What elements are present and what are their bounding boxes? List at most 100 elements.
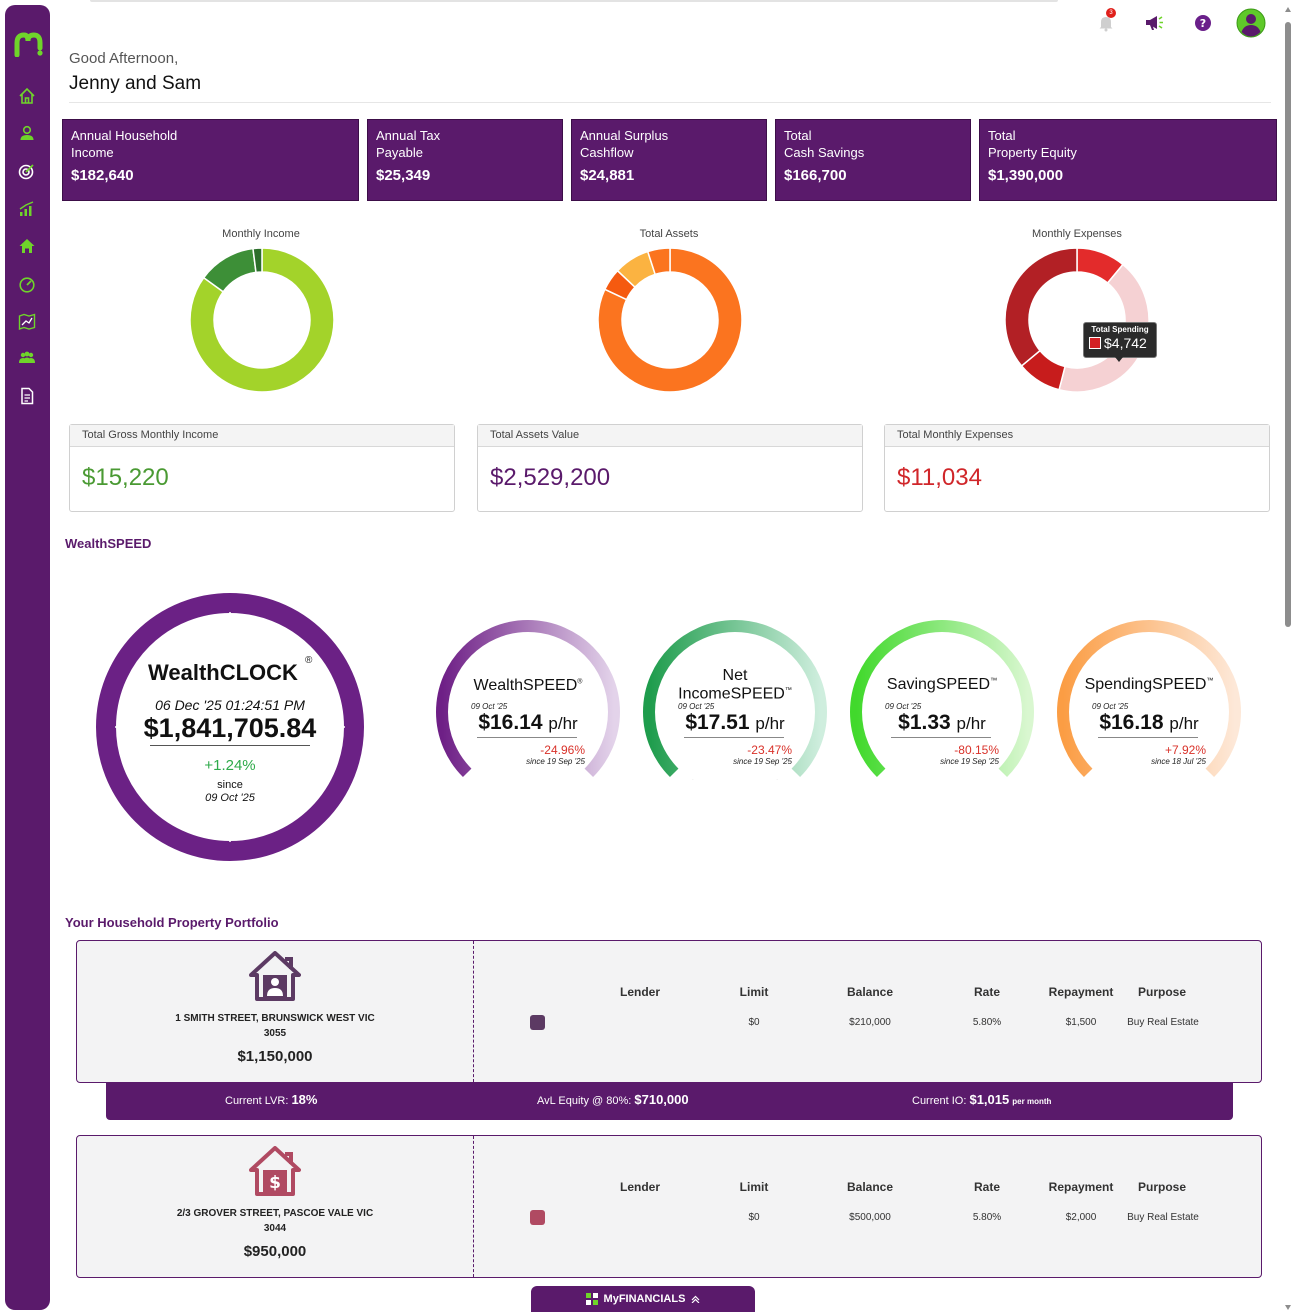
- gauge-name: WealthSPEED: [473, 677, 578, 694]
- gauge-unit: p/hr: [755, 714, 785, 733]
- donut-slice[interactable]: [1004, 247, 1078, 367]
- sidebar-item-speed[interactable]: [16, 273, 38, 295]
- summary-card-label: Annual Household Income: [71, 128, 178, 160]
- column-header-repayment: Repayment: [1048, 1180, 1114, 1194]
- sidebar-item-home[interactable]: [16, 85, 38, 107]
- gauge-arc: [436, 620, 620, 778]
- gauge-since: since 19 Sep '25: [526, 757, 585, 766]
- expenses-donut-chart[interactable]: [1001, 244, 1153, 396]
- gauge-wealthspeed[interactable]: WealthSPEED® 09 Oct '25 $16.14 p/hr -24.…: [433, 620, 623, 780]
- donut-slice[interactable]: [646, 247, 671, 276]
- sidebar-item-profile[interactable]: [16, 122, 38, 144]
- house-person-icon: [249, 951, 301, 1001]
- donut-slice[interactable]: [189, 247, 335, 393]
- summary-card-tax[interactable]: Annual Tax Payable $25,349: [367, 119, 563, 201]
- chart-title-income: Monthly Income: [222, 228, 300, 240]
- notification-badge: 3: [1106, 8, 1116, 18]
- house-dollar-icon: $: [249, 1146, 301, 1196]
- assets-donut-chart[interactable]: [594, 244, 746, 396]
- equity-label: AvL Equity @ 80%:: [537, 1095, 632, 1107]
- document-icon: [21, 387, 34, 405]
- gauge-unit: p/hr: [548, 714, 578, 733]
- summary-card-surplus[interactable]: Annual Surplus Cashflow $24,881: [571, 119, 767, 201]
- megaphone-icon: [1146, 16, 1163, 30]
- sidebar-item-reports[interactable]: [16, 198, 38, 220]
- users-group-icon: [19, 351, 35, 363]
- chevron-up-icon: [692, 1295, 700, 1303]
- gauge-date: 09 Oct '25: [885, 702, 922, 711]
- wealthclock-change: +1.24%: [204, 757, 256, 774]
- io-label: Current IO:: [912, 1095, 967, 1107]
- gauge-mark: ®: [577, 678, 583, 686]
- user-icon: [20, 125, 34, 140]
- sidebar-item-documents[interactable]: [16, 385, 38, 407]
- summary-card-label: Total Cash Savings: [784, 128, 865, 160]
- income-donut-chart[interactable]: [186, 244, 338, 396]
- gauge-speed: $17.51: [685, 711, 750, 734]
- io-value: $1,015: [969, 1092, 1010, 1107]
- column-header-limit: Limit: [739, 985, 769, 999]
- sidebar-item-property[interactable]: [16, 235, 38, 257]
- loan-repayment: $2,000: [1065, 1212, 1097, 1223]
- gauge-arc: [1057, 620, 1241, 778]
- scrollbar-thumb[interactable]: [1285, 22, 1291, 627]
- loan-limit: $0: [748, 1212, 760, 1223]
- donut-slice[interactable]: [597, 247, 743, 393]
- summary-card-value: $1,390,000: [988, 167, 1064, 184]
- home-outline-icon: [19, 87, 35, 104]
- help-button[interactable]: ?: [1190, 10, 1216, 36]
- chart-title-expenses: Monthly Expenses: [1032, 228, 1122, 240]
- summary-card-label: Total Property Equity: [988, 128, 1077, 160]
- wealthspeed-section-title: WealthSPEED: [65, 536, 152, 551]
- wealthclock-registered-mark: ®: [305, 655, 313, 666]
- donut-slice[interactable]: [252, 247, 263, 274]
- loan-purpose: Buy Real Estate: [1127, 1212, 1199, 1223]
- lvr-label: Current LVR:: [225, 1095, 289, 1107]
- question-circle-icon: ?: [1195, 15, 1211, 31]
- gauge-since: since 19 Sep '25: [733, 757, 792, 766]
- summary-card-value: $166,700: [784, 167, 847, 184]
- brand-logo-icon[interactable]: [13, 31, 43, 57]
- summary-card-savings[interactable]: Total Cash Savings $166,700: [775, 119, 971, 201]
- gauge-net-incomespeed[interactable]: Net IncomeSPEED™ 09 Oct '25 $17.51 p/hr -…: [640, 620, 830, 780]
- total-assets-box: Total Assets Value $2,529,200: [477, 424, 863, 512]
- myfinancials-tab[interactable]: MyFINANCIALS: [531, 1286, 755, 1312]
- gauge-spendingspeed[interactable]: SpendingSPEED™ 09 Oct '25 $16.18 p/hr +7…: [1054, 620, 1244, 780]
- wealthclock-rule: [150, 745, 310, 746]
- gauge-savingspeed[interactable]: SavingSPEED™ 09 Oct '25 $1.33 p/hr -80.1…: [847, 620, 1037, 780]
- avatar-icon: [1236, 8, 1266, 38]
- summary-card-income[interactable]: Annual Household Income $182,640: [62, 119, 359, 201]
- property-address-line1: 2/3 GROVER STREET, PASCOE VALE VIC: [176, 1208, 374, 1219]
- announcements-button[interactable]: [1142, 10, 1168, 36]
- summary-card-equity[interactable]: Total Property Equity $1,390,000: [979, 119, 1277, 201]
- donut-slice[interactable]: [1058, 263, 1150, 393]
- lvr-summary-bar: Current LVR: 18% AvL Equity @ 80%: $710,…: [106, 1082, 1233, 1120]
- sidebar-item-goals[interactable]: [16, 160, 38, 182]
- greeting-text: Good Afternoon,: [69, 50, 179, 67]
- notifications-button[interactable]: 3: [1093, 8, 1119, 36]
- bar-chart-icon: [19, 201, 34, 216]
- property-card-divider: [473, 1136, 474, 1277]
- portfolio-section-title: Your Household Property Portfolio: [65, 915, 279, 930]
- column-header-balance: Balance: [846, 985, 894, 999]
- property-card[interactable]: 1 SMITH STREET, BRUNSWICK WEST VIC 3055 $…: [76, 940, 1262, 1083]
- tooltip-arrow: [1115, 357, 1123, 362]
- summary-card-value: $182,640: [71, 167, 134, 184]
- sidebar-item-household[interactable]: [16, 347, 38, 369]
- loan-purpose: Buy Real Estate: [1127, 1017, 1199, 1028]
- gauge-unit: p/hr: [1169, 714, 1199, 733]
- property-card[interactable]: $ 2/3 GROVER STREET, PASCOE VALE VIC 3044…: [76, 1135, 1262, 1278]
- wealthclock-title: WealthCLOCK: [148, 660, 298, 685]
- sidebar-item-planner[interactable]: [16, 311, 38, 333]
- property-value: $1,150,000: [237, 1048, 313, 1065]
- scroll-down-arrow-icon[interactable]: [1285, 1305, 1291, 1310]
- loan-repayment: $1,500: [1065, 1017, 1097, 1028]
- total-box-label: Total Monthly Expenses: [885, 425, 1269, 447]
- scroll-up-arrow-icon[interactable]: [1285, 7, 1291, 12]
- grid-squares-icon: [585, 1293, 598, 1305]
- gauge-rule: [1098, 737, 1198, 738]
- user-avatar-button[interactable]: [1236, 8, 1266, 38]
- wealthclock-ring[interactable]: [95, 592, 365, 862]
- loan-balance: $500,000: [849, 1212, 891, 1223]
